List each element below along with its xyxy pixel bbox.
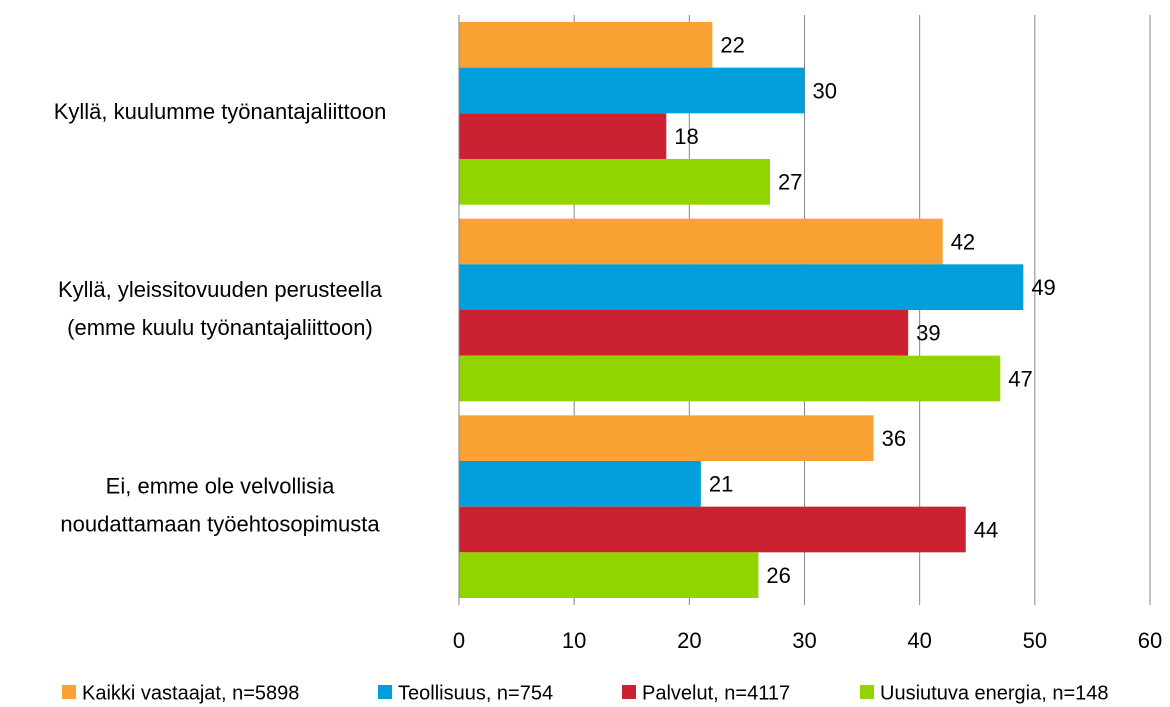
x-tick-label: 50: [1023, 628, 1047, 653]
data-label: 42: [951, 229, 975, 254]
x-tick-label: 10: [562, 628, 586, 653]
data-label: 49: [1031, 275, 1055, 300]
category-label: (emme kuulu työnantajaliittoon): [67, 315, 373, 340]
bar: [459, 552, 759, 598]
category-label: Ei, emme ole velvollisia: [106, 473, 335, 498]
x-tick-label: 40: [907, 628, 931, 653]
bar: [459, 506, 966, 553]
bar: [459, 67, 805, 114]
bar: [459, 22, 713, 68]
legend-label: Palvelut, n=4117: [642, 682, 790, 704]
legend-label: Teollisuus, n=754: [398, 682, 553, 704]
data-label: 30: [813, 78, 837, 103]
bar: [459, 264, 1024, 310]
bar: [459, 113, 667, 159]
category-label: Kyllä, kuulumme työnantajaliittoon: [54, 99, 387, 124]
legend-swatch: [62, 685, 76, 699]
legend-swatch: [860, 685, 874, 699]
data-label: 18: [674, 124, 698, 149]
bar: [459, 461, 701, 507]
data-label: 26: [766, 563, 790, 588]
bar: [459, 310, 909, 356]
data-label: 22: [720, 33, 744, 58]
data-label: 44: [974, 517, 998, 542]
bar: [459, 355, 1001, 402]
bar: [459, 159, 770, 205]
data-label: 21: [709, 472, 733, 497]
x-tick-label: 30: [792, 628, 816, 653]
legend-label: Uusiutuva energia, n=148: [880, 682, 1109, 704]
data-label: 27: [778, 170, 802, 195]
bar: [459, 415, 874, 461]
x-tick-label: 0: [453, 628, 465, 653]
legend-swatch: [378, 685, 392, 699]
x-tick-label: 20: [677, 628, 701, 653]
data-label: 36: [882, 426, 906, 451]
x-tick-label: 60: [1138, 628, 1162, 653]
legend-label: Kaikki vastaajat, n=5898: [82, 682, 299, 704]
data-label: 47: [1008, 366, 1032, 391]
category-label: noudattamaan työehtosopimusta: [60, 511, 380, 536]
legend-swatch: [622, 685, 636, 699]
data-label: 39: [916, 321, 940, 346]
bar: [459, 218, 943, 265]
category-label: Kyllä, yleissitovuuden perusteella: [58, 277, 383, 302]
